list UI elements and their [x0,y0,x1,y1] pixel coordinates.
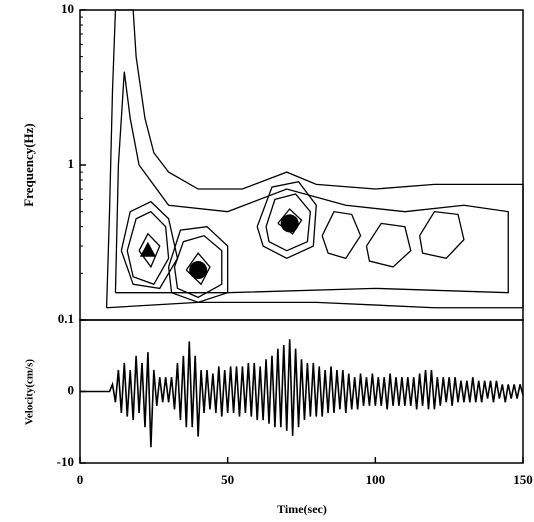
x-tick-label: 0 [77,472,84,487]
y-tick-label: 0 [68,382,75,397]
marker [139,241,156,257]
y-axis-label: Frequency(Hz) [21,123,36,207]
y-tick-label: 0.1 [58,311,74,326]
velocity-line [80,339,524,448]
contour-line [418,210,465,260]
contour-line [167,225,229,304]
contour-line [126,210,170,286]
contour-line [256,181,317,260]
contour-line [321,210,362,260]
contour-line [185,252,211,286]
x-tick-label: 100 [366,472,386,487]
x-axis-label: Time(sec) [277,502,327,516]
marker [280,214,299,233]
contour-line [265,193,312,252]
contour-line [114,71,509,294]
y-tick-label: 10 [61,1,74,16]
x-tick-label: 150 [513,472,533,487]
marker [189,261,208,280]
x-tick-label: 50 [221,472,234,487]
y-tick-label: -10 [57,454,74,469]
contour-line [105,9,524,309]
contour-line [138,232,161,269]
contour-line [173,234,223,299]
contour-line [120,200,179,290]
y-axis-label: Velocity(cm/s) [24,359,36,426]
y-tick-label: 1 [68,156,75,171]
plot-frame [79,9,524,321]
contour-line [365,222,412,268]
